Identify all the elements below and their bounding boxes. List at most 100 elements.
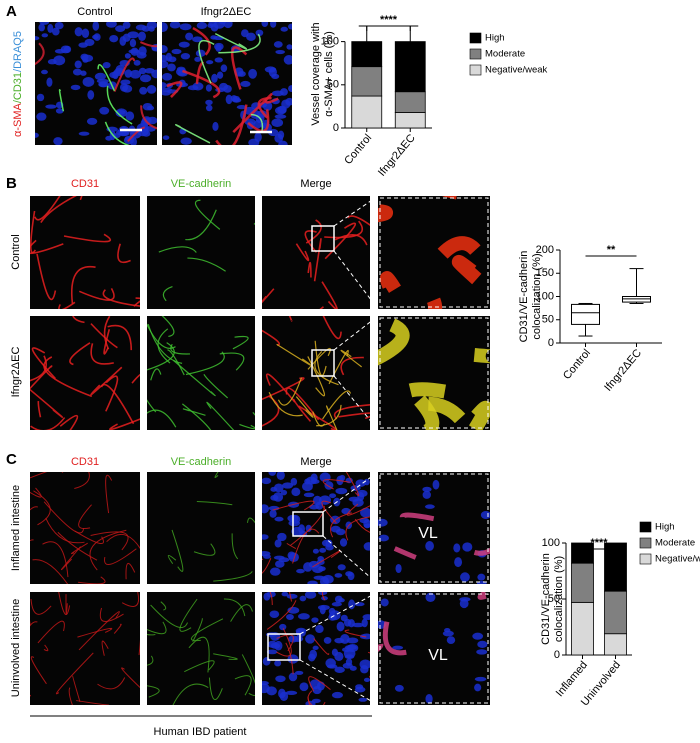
nucleus [78,42,88,48]
vessel [321,592,326,601]
vessel [43,356,93,398]
vessel [68,687,73,705]
nucleus [139,86,148,95]
vessel [150,604,188,628]
nucleus [268,472,277,476]
vessel [37,620,65,644]
vessel [295,243,310,262]
vessel [36,253,57,301]
nucleus [336,621,345,632]
nucleus [180,52,191,60]
nucleus [380,598,389,607]
nucleus [180,137,192,145]
vessel [147,409,177,428]
nucleus [281,592,289,597]
nucleus [78,131,90,136]
legend-label: Negative/weak [655,554,700,565]
vessel [101,640,109,656]
vessel [314,351,339,386]
vessel [305,219,322,244]
nucleus [254,132,262,143]
nucleus [248,68,257,79]
stain-label: α-SMA/CD31/DRAQ5 [12,31,24,137]
nucleus [205,99,213,106]
vessel [30,417,66,430]
vessel [378,318,410,366]
vessel [70,542,88,555]
nucleus [225,94,233,105]
nucleus [288,519,301,527]
vessel [77,627,113,638]
nucleus [344,644,357,651]
significance-label: ** [607,244,616,256]
nucleus [266,649,278,655]
vessel [239,411,255,430]
vessel [277,377,303,406]
nucleus [151,69,157,79]
vessel [214,472,219,478]
nucleus [214,57,223,63]
nucleus [219,22,226,25]
vessel [250,113,264,131]
vessel [477,592,487,600]
nucleus [151,43,157,51]
nucleus [298,613,310,620]
nucleus [148,26,155,32]
nucleus [331,648,339,657]
nucleus [162,135,170,140]
micrograph-content [378,318,490,430]
zoom-guide [322,471,379,513]
y-tick-label: 0 [554,649,560,661]
nucleus [282,482,294,489]
bar-segment [604,590,627,635]
vessel [295,396,314,418]
y-axis-label: α-SMA+ cells (%) [323,31,335,117]
vessel [105,474,113,514]
nucleus [474,683,482,692]
vessel [382,621,407,656]
nucleus [323,637,332,644]
vessel [276,634,294,652]
vessel [69,342,91,366]
nucleus [35,36,40,41]
nucleus [35,132,39,138]
nucleus [326,664,338,669]
vessel [307,262,312,278]
nucleus [102,61,111,69]
nucleus [269,567,281,576]
nucleus [331,601,342,607]
nucleus [207,23,214,28]
vessel [321,281,338,309]
vessel [78,504,92,530]
legend-swatch [469,64,482,76]
vessel [135,297,140,300]
vessel [78,288,115,301]
vessel [30,598,52,615]
vessel [322,316,342,339]
nucleus [129,69,141,79]
nucleus [345,571,353,577]
y-tick-label: 100 [536,290,554,302]
nucleus [269,610,280,619]
column-label: Ifngr2ΔEC [201,6,252,18]
footer: Human IBD patient [154,726,247,738]
nucleus [392,645,404,650]
vessel [40,196,77,223]
stain-part: /DRAQ5 [12,31,24,72]
nucleus [286,44,292,50]
nucleus [355,479,367,487]
nucleus [334,666,345,673]
vessel [121,592,140,607]
nucleus [287,551,296,560]
vessel [206,401,235,430]
vessel [345,472,360,497]
legend-swatch [639,521,652,533]
micrograph-content [162,22,292,145]
nucleus [38,23,45,32]
nucleus [119,36,127,46]
vessel [346,503,370,516]
nucleus [127,31,139,39]
vessel [285,642,294,675]
vessel [247,109,270,133]
nucleus [54,22,64,30]
